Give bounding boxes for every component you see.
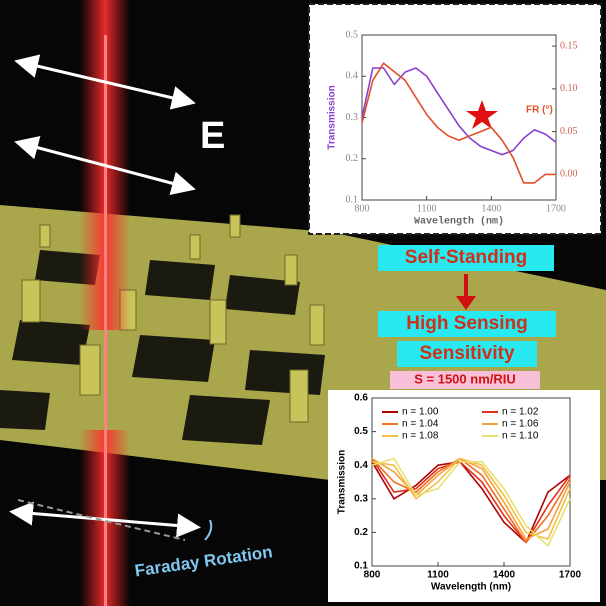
label-box: [390, 371, 540, 389]
y-tick-label: 0.6: [354, 393, 368, 404]
x-tick-label: 800: [355, 203, 370, 214]
y2-tick-label: 0.15: [560, 40, 578, 51]
series-line: [371, 457, 571, 540]
y-tick-label: 0.3: [346, 112, 359, 123]
legend-label: n = 1.08: [402, 431, 439, 442]
x-tick-label: 1700: [546, 203, 566, 214]
y-tick-label: 0.2: [346, 153, 359, 164]
beam-core: [104, 35, 107, 606]
series-line: [371, 458, 571, 544]
x-tick-label: 1400: [493, 570, 516, 581]
y-tick-label: 0.1: [354, 561, 368, 572]
legend-label: n = 1.00: [402, 407, 439, 418]
label-box: [378, 311, 556, 337]
x-tick-label: 1100: [427, 570, 449, 581]
label-box: [378, 245, 554, 271]
y-axis-label: Transmission: [327, 85, 338, 149]
y2-tick-label: 0.00: [560, 169, 578, 180]
legend-label: n = 1.06: [502, 419, 539, 430]
y2-tick-label: 0.05: [560, 126, 578, 137]
star: [466, 100, 498, 129]
x-tick-label: 1100: [417, 203, 437, 214]
legend-label: n = 1.04: [402, 419, 439, 430]
y-tick-label: 0.4: [346, 71, 359, 82]
y-tick-label: 0.1: [346, 194, 359, 205]
rotation-arrow: [204, 519, 213, 541]
y-tick-label: 0.3: [354, 493, 368, 504]
flow-arrowhead: [456, 296, 476, 310]
y-tick-label: 0.5: [346, 29, 359, 40]
legend-label: n = 1.10: [502, 431, 539, 442]
step-label: Self-Standing: [405, 247, 527, 268]
field-label: E: [200, 115, 225, 157]
label-box: [397, 341, 537, 367]
series-line: [371, 457, 571, 544]
x-tick-label: 1700: [559, 570, 582, 581]
y-tick-label: 0.4: [354, 460, 368, 471]
y2-axis-label: FR (°): [526, 105, 553, 116]
y-tick-label: 0.2: [354, 527, 368, 538]
e-arrow: [14, 136, 196, 195]
step-label: Sensitivity: [419, 343, 514, 364]
legend-label: n = 1.02: [502, 407, 539, 418]
sensitivity-label: S = 1500 nm/RIU: [414, 371, 516, 386]
x-axis-label: Wavelength (nm): [431, 582, 511, 593]
rotated-arrow: [17, 499, 186, 541]
series-line: [371, 457, 571, 547]
y-axis-label: Transmission: [337, 450, 348, 514]
y2-tick-label: 0.10: [560, 83, 578, 94]
x-tick-label: 1400: [481, 203, 501, 214]
x-axis-label: Wavelength (nm): [414, 216, 504, 228]
series-line: [361, 62, 556, 184]
series-line: [371, 461, 571, 544]
polarization-arrow: [9, 501, 201, 538]
step-label: High Sensing: [406, 313, 527, 334]
y-tick-label: 0.5: [354, 426, 368, 437]
e-arrow: [14, 54, 196, 110]
series-line: [361, 67, 557, 156]
x-tick-label: 800: [364, 570, 381, 581]
